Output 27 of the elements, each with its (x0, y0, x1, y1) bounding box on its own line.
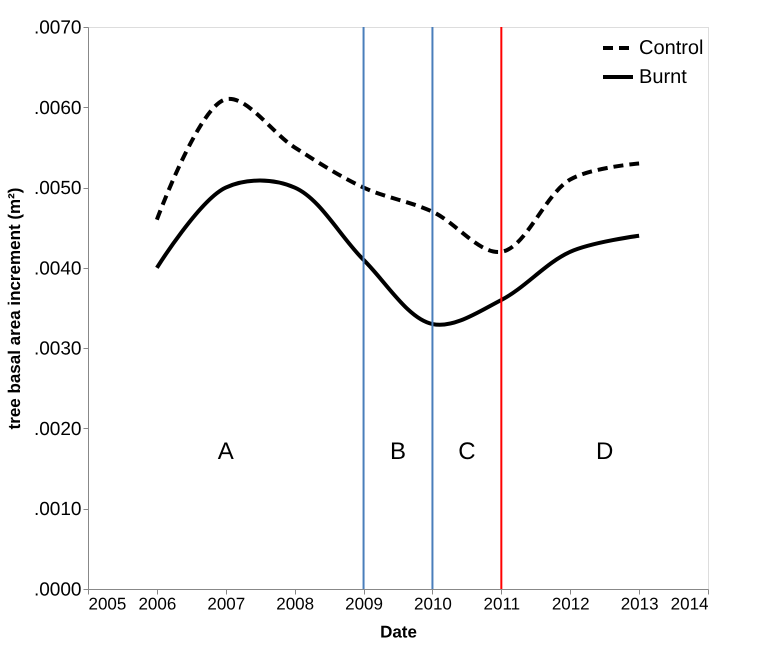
y-tick-label: .0060 (34, 98, 82, 119)
line-series (154, 97, 642, 254)
annotation: B (390, 438, 406, 465)
annotation: D (596, 438, 614, 465)
x-tick-label: 2009 (345, 594, 383, 614)
x-tick-label: 2006 (138, 594, 176, 614)
x-axis-title: Date (380, 622, 417, 642)
legend-label: Control (639, 37, 704, 59)
y-tick-label: .0070 (34, 18, 82, 38)
y-tick-label: .0020 (34, 418, 82, 440)
x-tick-label: 2013 (620, 594, 659, 614)
y-tick-label: .0050 (34, 178, 82, 200)
y-tick-label: .0010 (34, 499, 82, 520)
annotation: A (218, 438, 234, 465)
legend-label: Burnt (639, 66, 688, 88)
y-tick-label: .0000 (34, 580, 82, 600)
y-tick-label: .0030 (34, 338, 82, 360)
x-tick-label: 2007 (207, 594, 246, 614)
x-tick-label: 2014 (670, 594, 708, 614)
x-tick-label: 2010 (414, 594, 452, 614)
x-tick-label: 2011 (484, 594, 520, 614)
y-tick-label: .0040 (34, 258, 82, 280)
x-tick-label: 2005 (88, 594, 126, 614)
x-tick-label: 2008 (276, 594, 314, 614)
x-tick-label: 2012 (552, 594, 590, 614)
y-axis-title: tree basal area increment (m²) (4, 188, 24, 430)
annotation: C (458, 438, 476, 465)
